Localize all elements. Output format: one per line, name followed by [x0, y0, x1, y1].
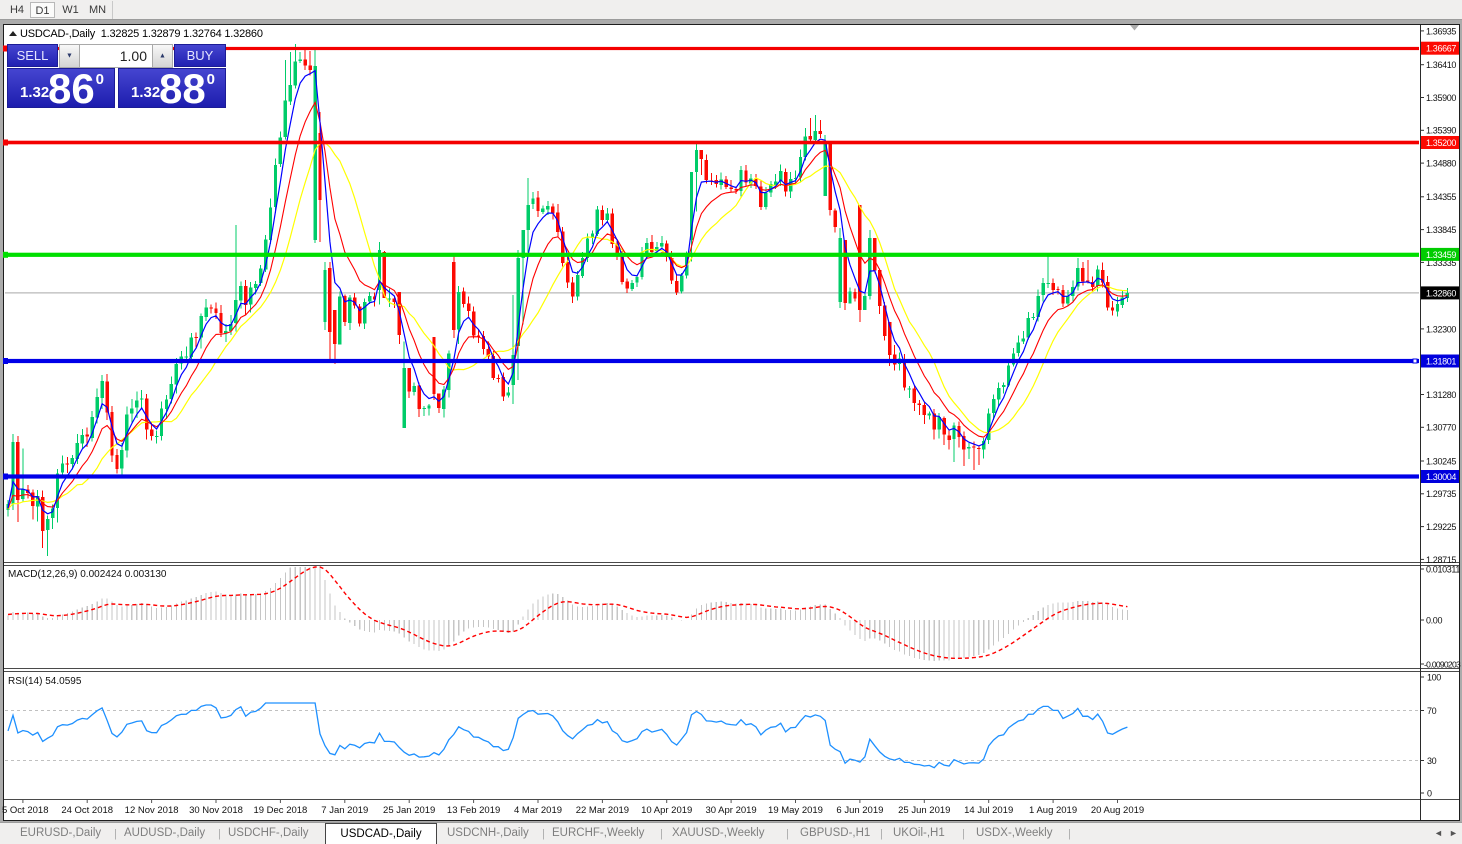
svg-text:24 Oct 2018: 24 Oct 2018 [61, 805, 113, 816]
svg-text:1.32300: 1.32300 [1426, 324, 1456, 334]
svg-text:0: 0 [1427, 788, 1432, 798]
svg-text:MACD(12,26,9) 0.002424 0.00313: MACD(12,26,9) 0.002424 0.003130 [8, 569, 167, 580]
svg-text:13 Feb 2019: 13 Feb 2019 [447, 805, 500, 816]
svg-text:1.34880: 1.34880 [1426, 159, 1456, 169]
svg-text:70: 70 [1427, 706, 1437, 716]
svg-text:1.34355: 1.34355 [1426, 192, 1456, 202]
svg-text:12 Nov 2018: 12 Nov 2018 [125, 805, 179, 816]
svg-text:30 Apr 2019: 30 Apr 2019 [705, 805, 756, 816]
svg-text:22 Mar 2019: 22 Mar 2019 [576, 805, 629, 816]
svg-text:30: 30 [1427, 756, 1437, 766]
svg-text:100: 100 [1427, 672, 1441, 682]
svg-text:1.36935: 1.36935 [1426, 26, 1456, 36]
svg-text:4 Mar 2019: 4 Mar 2019 [514, 805, 562, 816]
svg-text:10 Apr 2019: 10 Apr 2019 [641, 805, 692, 816]
svg-text:19 May 2019: 19 May 2019 [768, 805, 823, 816]
svg-text:1.36410: 1.36410 [1426, 60, 1456, 70]
svg-text:6 Jun 2019: 6 Jun 2019 [836, 805, 883, 816]
svg-text:0.00: 0.00 [1426, 615, 1442, 625]
svg-text:1.33459: 1.33459 [1426, 250, 1456, 260]
svg-text:0.010311: 0.010311 [1426, 564, 1460, 574]
svg-text:-0.0090203: -0.0090203 [1424, 659, 1461, 669]
svg-text:1.29735: 1.29735 [1426, 489, 1456, 499]
svg-text:RSI(14) 54.0595: RSI(14) 54.0595 [8, 676, 82, 687]
svg-text:14 Jul 2019: 14 Jul 2019 [964, 805, 1013, 816]
svg-text:1.28715: 1.28715 [1426, 555, 1456, 565]
svg-text:25 Jun 2019: 25 Jun 2019 [898, 805, 950, 816]
svg-text:1.33845: 1.33845 [1426, 225, 1456, 235]
svg-text:20 Aug 2019: 20 Aug 2019 [1091, 805, 1144, 816]
svg-text:1.30004: 1.30004 [1426, 472, 1456, 482]
svg-text:7 Jan 2019: 7 Jan 2019 [321, 805, 368, 816]
svg-text:1.35390: 1.35390 [1426, 126, 1456, 136]
svg-text:19 Dec 2018: 19 Dec 2018 [253, 805, 307, 816]
svg-text:1.35900: 1.35900 [1426, 93, 1456, 103]
svg-text:1.36667: 1.36667 [1426, 44, 1456, 54]
svg-text:1.33335: 1.33335 [1426, 258, 1456, 268]
svg-text:5 Oct 2018: 5 Oct 2018 [2, 805, 48, 816]
svg-text:25 Jan 2019: 25 Jan 2019 [383, 805, 435, 816]
svg-text:1 Aug 2019: 1 Aug 2019 [1029, 805, 1077, 816]
svg-text:1.29225: 1.29225 [1426, 522, 1456, 532]
svg-text:1.30245: 1.30245 [1426, 456, 1456, 466]
svg-text:1.32860: 1.32860 [1426, 288, 1456, 298]
svg-text:1.30770: 1.30770 [1426, 423, 1456, 433]
svg-text:1.31801: 1.31801 [1426, 356, 1456, 366]
svg-text:1.31280: 1.31280 [1426, 390, 1456, 400]
svg-text:30 Nov 2018: 30 Nov 2018 [189, 805, 243, 816]
svg-text:1.35200: 1.35200 [1426, 138, 1456, 148]
